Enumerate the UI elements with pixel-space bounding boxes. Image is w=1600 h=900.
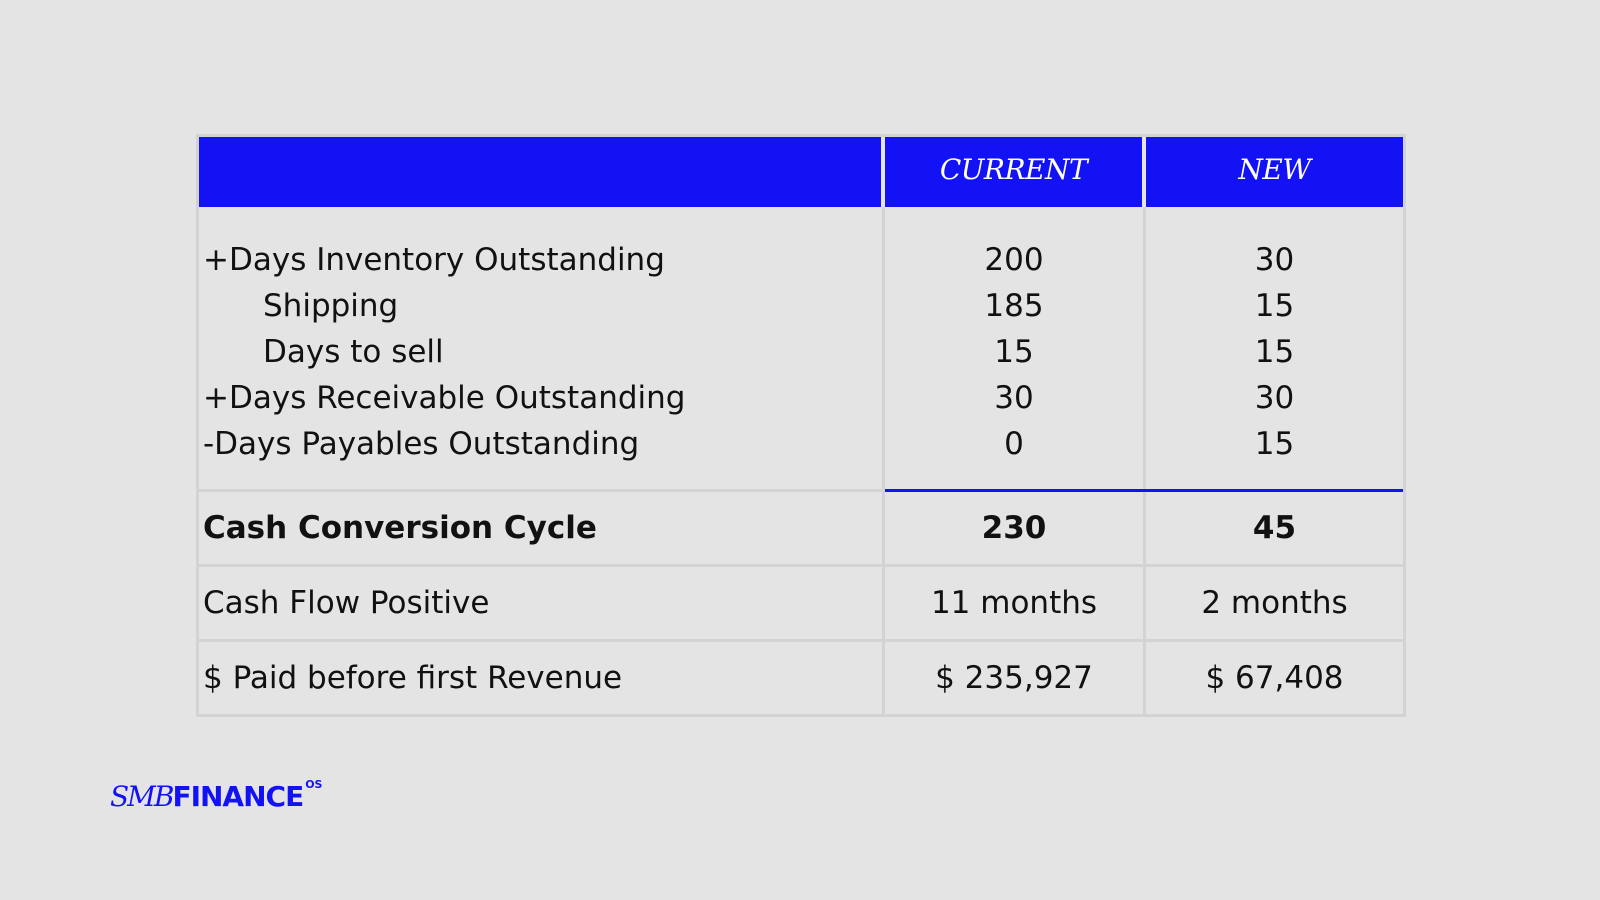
label-shipping: Shipping	[263, 288, 399, 324]
cfp-label: Cash Flow Positive	[203, 585, 490, 621]
cash-conversion-table: CURRENT NEW +Days Inventory Outstanding …	[196, 134, 1406, 717]
ccc-row: Cash Conversion Cycle 230 45	[199, 489, 1403, 567]
label-days-payables: -Days Payables Outstanding	[203, 426, 640, 462]
label-days-to-sell: Days to sell	[263, 334, 444, 370]
smb-finance-logo: SMBFINANCE OS	[110, 778, 322, 813]
logo-finance-text: FINANCE	[172, 780, 304, 813]
current-days-inventory: 200	[984, 242, 1044, 278]
paid-current: $ 235,927	[935, 660, 1093, 696]
current-shipping: 185	[984, 288, 1044, 324]
detail-current-values: 200 185 15 30 0	[885, 207, 1146, 489]
new-days-to-sell: 15	[1254, 334, 1295, 370]
current-days-to-sell: 15	[994, 334, 1034, 370]
current-days-payables: 0	[1004, 426, 1024, 462]
cfp-new: 2 months	[1201, 585, 1348, 621]
new-shipping: 15	[1254, 288, 1295, 324]
table-header: CURRENT NEW	[199, 137, 1403, 207]
current-days-receivable: 30	[994, 380, 1034, 416]
new-days-inventory: 30	[1254, 242, 1295, 278]
ccc-current: 230	[981, 510, 1047, 546]
header-current: CURRENT	[885, 137, 1146, 207]
label-days-receivable: +Days Receivable Outstanding	[203, 380, 686, 416]
cash-flow-positive-row: Cash Flow Positive 11 months 2 months	[199, 567, 1403, 642]
detail-new-values: 30 15 15 30 15	[1146, 207, 1403, 489]
header-blank-cell	[199, 137, 885, 207]
paid-new: $ 67,408	[1205, 660, 1344, 696]
ccc-label: Cash Conversion Cycle	[203, 510, 597, 546]
logo-smb-text: SMB	[110, 780, 174, 813]
header-new-label: NEW	[1238, 153, 1311, 186]
ccc-new: 45	[1252, 510, 1297, 546]
total-divider-line	[885, 489, 1403, 492]
new-days-payables: 15	[1254, 426, 1295, 462]
paid-label: $ Paid before first Revenue	[203, 660, 623, 696]
paid-before-revenue-row: $ Paid before first Revenue $ 235,927 $ …	[199, 642, 1403, 714]
label-days-inventory: +Days Inventory Outstanding	[203, 242, 665, 278]
logo-os-superscript: OS	[305, 778, 323, 791]
header-current-label: CURRENT	[939, 153, 1088, 186]
header-new: NEW	[1146, 137, 1403, 207]
detail-labels: +Days Inventory Outstanding Shipping Day…	[199, 207, 885, 489]
cfp-current: 11 months	[930, 585, 1098, 621]
detail-block: +Days Inventory Outstanding Shipping Day…	[199, 207, 1403, 492]
new-days-receivable: 30	[1254, 380, 1295, 416]
